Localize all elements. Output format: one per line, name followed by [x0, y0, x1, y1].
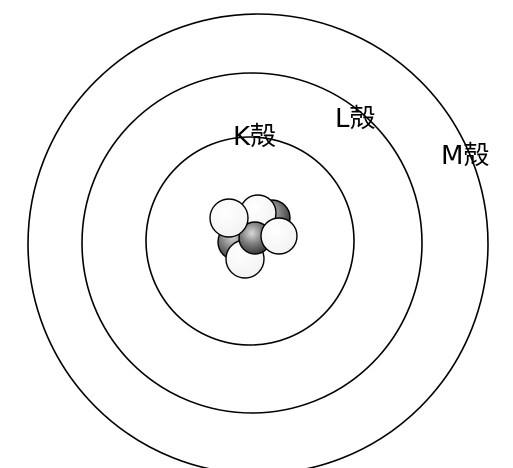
nucleon-neutron-right — [260, 217, 298, 255]
m-shell-label: M殻 — [441, 141, 489, 171]
l-shell-ring — [81, 72, 423, 414]
l-shell-label: L殻 — [335, 104, 376, 134]
k-shell-ring — [145, 136, 355, 346]
nucleon-neutron-left — [209, 198, 249, 238]
nucleus — [209, 194, 298, 279]
k-shell-label: K殻 — [233, 122, 276, 152]
m-shell-ring — [27, 13, 489, 468]
